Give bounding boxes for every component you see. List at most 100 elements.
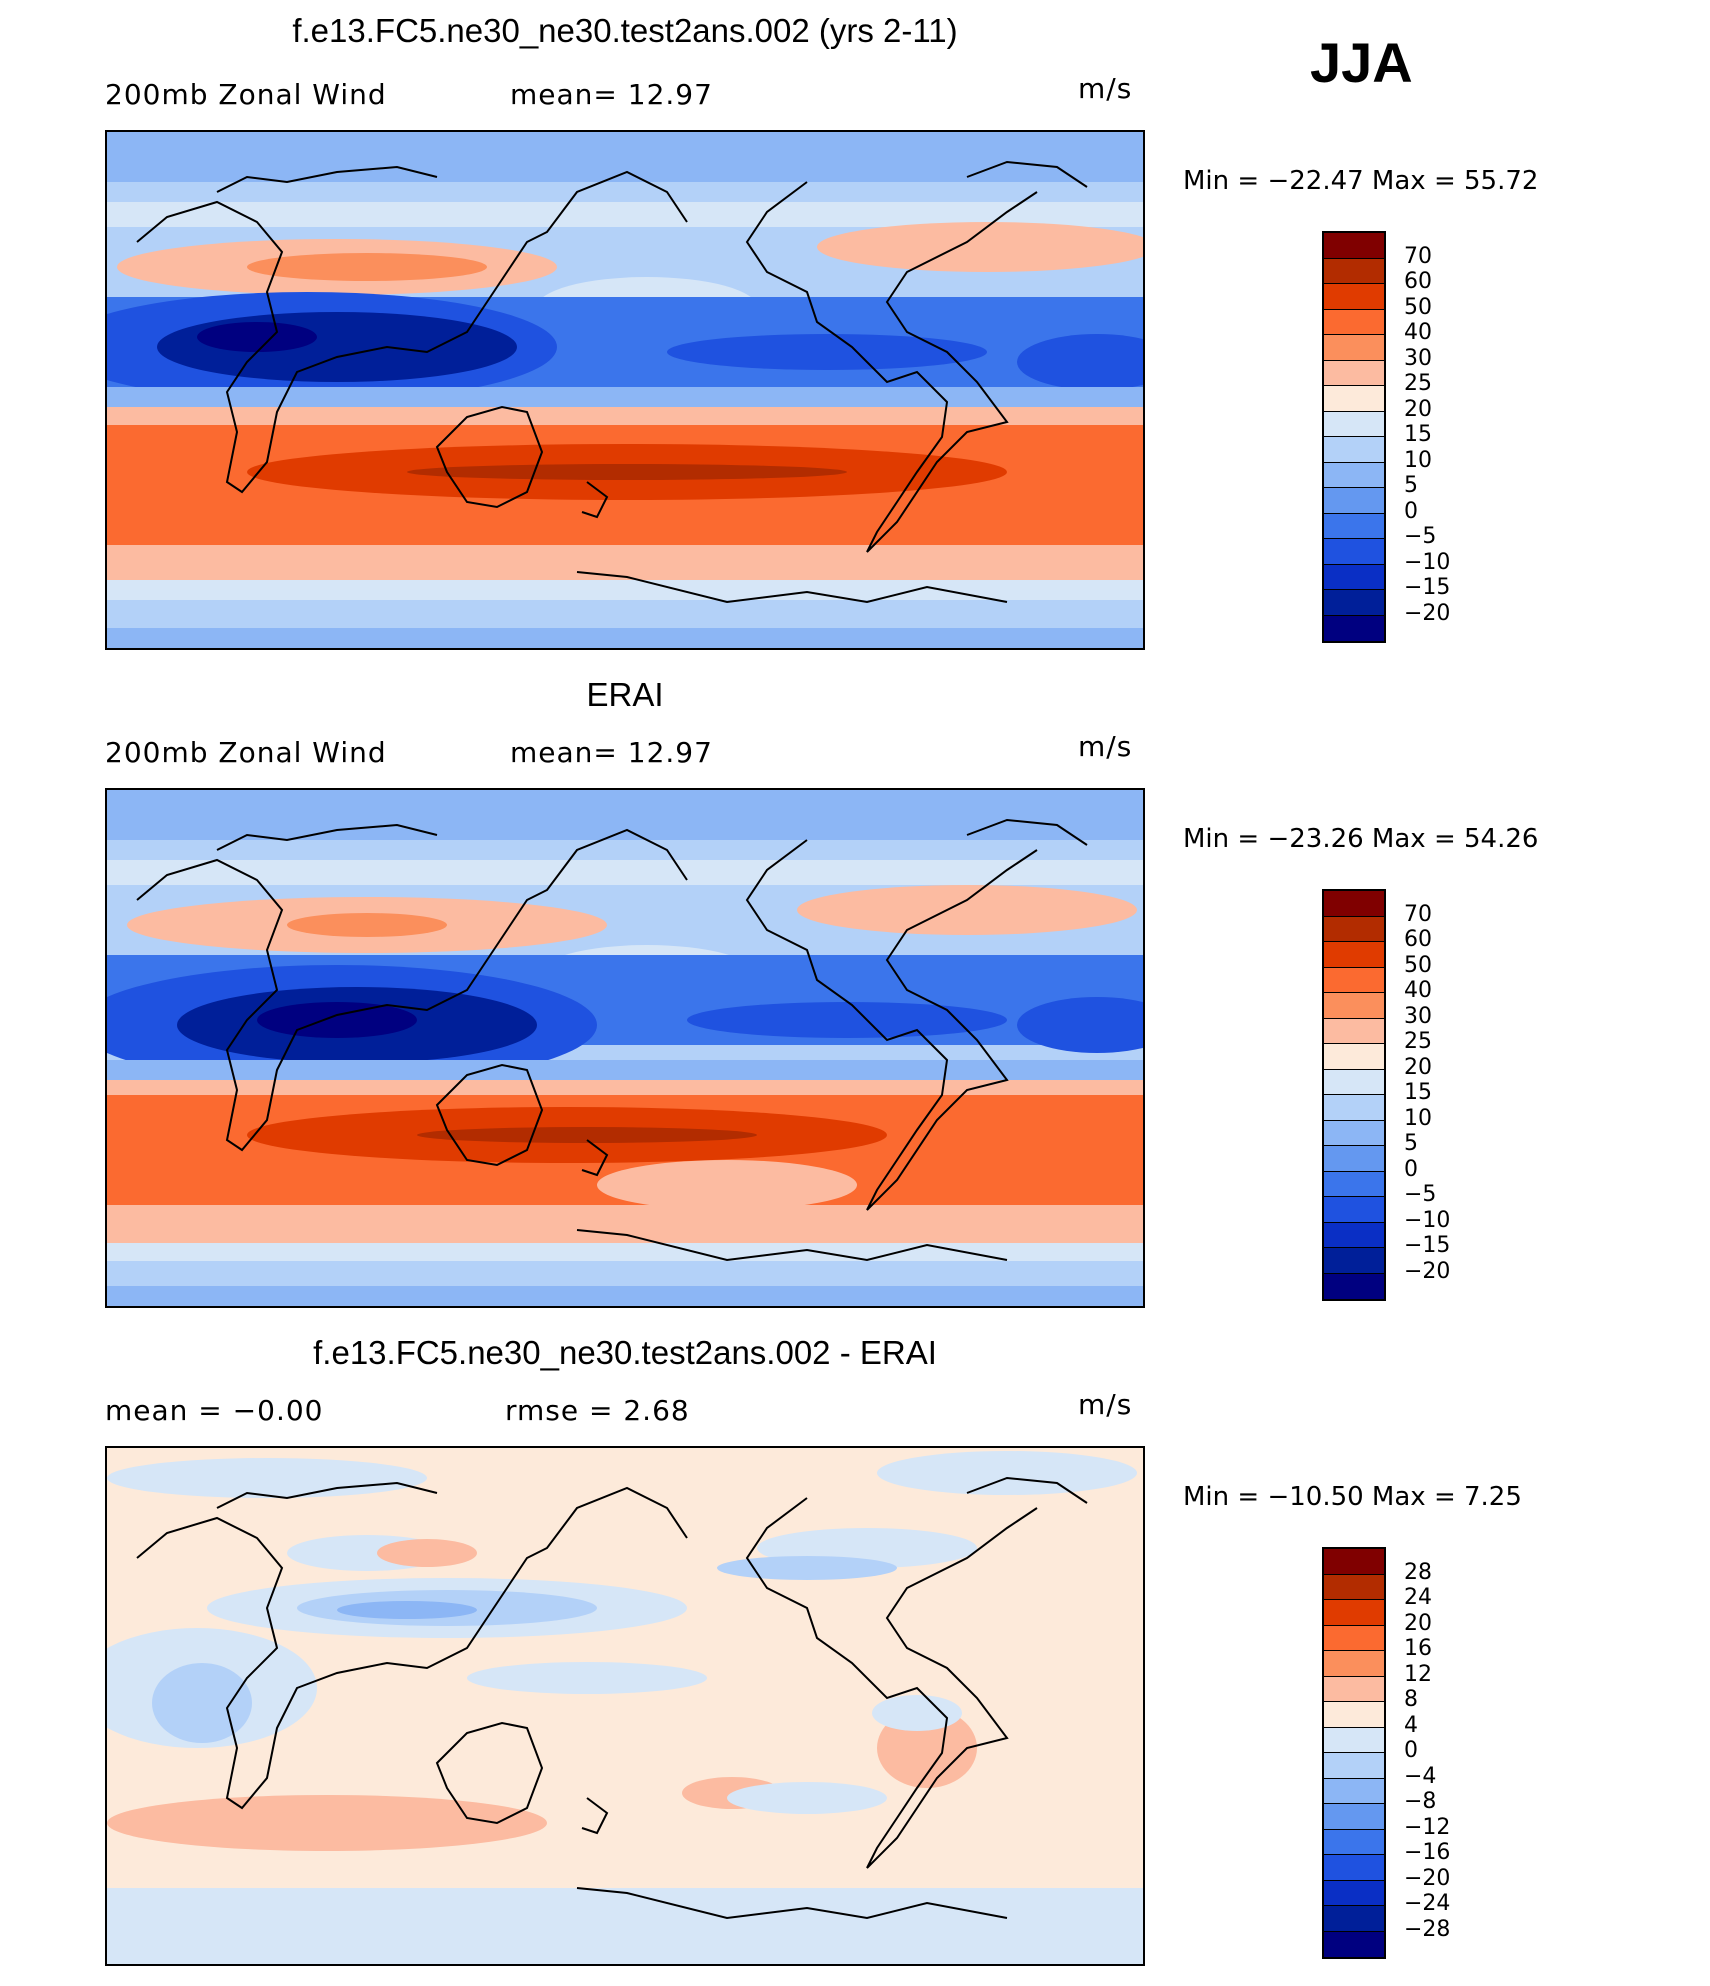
colorbar-swatch: [1324, 1044, 1384, 1070]
colorbar-tick-label: −5: [1404, 524, 1437, 549]
panel-2-colorbar: [1322, 889, 1386, 1301]
colorbar-swatch: [1324, 1146, 1384, 1172]
colorbar-swatch: [1324, 1855, 1384, 1881]
colorbar-tick-label: 70: [1404, 243, 1432, 269]
panel-3-map: [105, 1446, 1145, 1966]
colorbar-swatch: [1324, 488, 1384, 514]
colorbar-swatch: [1324, 1625, 1384, 1651]
colorbar-tick-label: 24: [1404, 1585, 1432, 1610]
season-label: JJA: [1310, 31, 1413, 94]
panel-2-minmax: Min = −23.26 Max = 54.26: [1183, 824, 1539, 854]
colorbar-tick-label: 50: [1404, 952, 1432, 978]
colorbar-swatch: [1324, 1931, 1384, 1957]
colorbar-swatch: [1324, 1600, 1384, 1626]
colorbar-swatch: [1324, 335, 1384, 361]
colorbar-tick-label: −20: [1404, 1258, 1451, 1284]
colorbar-swatch: [1324, 284, 1384, 310]
colorbar-tick-label: 20: [1404, 1054, 1432, 1080]
panel-1-units: m/s: [1078, 72, 1133, 105]
colorbar-tick-label: 50: [1404, 294, 1432, 320]
colorbar-tick-label: 70: [1404, 901, 1432, 927]
colorbar-swatch: [1324, 1778, 1384, 1804]
colorbar-tick-label: 40: [1404, 978, 1432, 1003]
colorbar-swatch: [1324, 1171, 1384, 1197]
colorbar-swatch: [1324, 437, 1384, 463]
colorbar-swatch: [1324, 386, 1384, 412]
colorbar-swatch: [1324, 1804, 1384, 1830]
colorbar-tick-label: 25: [1404, 371, 1432, 396]
colorbar-tick-label: −4: [1404, 1763, 1437, 1789]
panel-1-colorbar: [1322, 231, 1386, 643]
colorbar-swatch: [1324, 1549, 1384, 1575]
colorbar-tick-label: −8: [1404, 1789, 1437, 1814]
colorbar-swatch: [1324, 462, 1384, 488]
panel-3-left-label: mean = −0.00: [105, 1394, 324, 1427]
colorbar-tick-label: 30: [1404, 345, 1432, 371]
colorbar-swatch: [1324, 993, 1384, 1019]
colorbar-swatch: [1324, 942, 1384, 968]
colorbar-tick-label: 28: [1404, 1559, 1432, 1585]
colorbar-tick-label: −20: [1404, 1865, 1451, 1891]
colorbar-swatch: [1324, 891, 1384, 917]
colorbar-tick-label: 10: [1404, 447, 1432, 473]
colorbar-swatch: [1324, 1018, 1384, 1044]
colorbar-swatch: [1324, 1829, 1384, 1855]
colorbar-swatch: [1324, 233, 1384, 259]
panel-1-center-label: mean= 12.97: [510, 78, 713, 111]
colorbar-swatch: [1324, 1574, 1384, 1600]
panel-3-colorbar: [1322, 1547, 1386, 1959]
panel-2-units: m/s: [1078, 730, 1133, 763]
colorbar-tick-label: 25: [1404, 1029, 1432, 1054]
colorbar-tick-label: −10: [1404, 1207, 1451, 1233]
colorbar-swatch: [1324, 513, 1384, 539]
colorbar-swatch: [1324, 411, 1384, 437]
colorbar-swatch: [1324, 1753, 1384, 1779]
colorbar-tick-label: 4: [1404, 1712, 1418, 1738]
colorbar-tick-label: 0: [1404, 1738, 1418, 1763]
colorbar-tick-label: −12: [1404, 1814, 1451, 1840]
colorbar-tick-label: 12: [1404, 1661, 1432, 1687]
colorbar-tick-label: 10: [1404, 1105, 1432, 1131]
colorbar-tick-label: 20: [1404, 1610, 1432, 1636]
colorbar-tick-label: −28: [1404, 1916, 1451, 1942]
colorbar-swatch: [1324, 590, 1384, 616]
colorbar-swatch: [1324, 1120, 1384, 1146]
colorbar-tick-label: 15: [1404, 1080, 1432, 1105]
colorbar-tick-label: 60: [1404, 927, 1432, 952]
colorbar-swatch: [1324, 539, 1384, 565]
colorbar-tick-label: 0: [1404, 1156, 1418, 1182]
panel-3-center-label: rmse = 2.68: [505, 1394, 690, 1427]
colorbar-swatch: [1324, 967, 1384, 993]
panel-3-minmax: Min = −10.50 Max = 7.25: [1183, 1482, 1522, 1512]
panel-1-map: [105, 130, 1145, 650]
colorbar-tick-label: 15: [1404, 422, 1432, 447]
colorbar-tick-label: 5: [1404, 1131, 1418, 1156]
panel-3-units: m/s: [1078, 1388, 1133, 1421]
colorbar-tick-label: 5: [1404, 473, 1418, 498]
colorbar-swatch: [1324, 1676, 1384, 1702]
panel-2-center-label: mean= 12.97: [510, 736, 713, 769]
panel-2-title: ERAI: [586, 676, 664, 713]
colorbar-swatch: [1324, 564, 1384, 590]
colorbar-tick-label: 0: [1404, 498, 1418, 524]
colorbar-swatch: [1324, 1727, 1384, 1753]
colorbar-swatch: [1324, 1069, 1384, 1095]
panel-1-left-label: 200mb Zonal Wind: [105, 78, 387, 111]
colorbar-swatch: [1324, 1651, 1384, 1677]
panel-2-left-label: 200mb Zonal Wind: [105, 736, 387, 769]
colorbar-tick-label: 40: [1404, 320, 1432, 345]
colorbar-tick-label: 60: [1404, 269, 1432, 294]
colorbar-tick-label: 30: [1404, 1003, 1432, 1029]
colorbar-swatch: [1324, 1222, 1384, 1248]
colorbar-swatch: [1324, 360, 1384, 386]
colorbar-swatch: [1324, 615, 1384, 641]
colorbar-swatch: [1324, 916, 1384, 942]
colorbar-tick-label: −5: [1404, 1182, 1437, 1207]
panel-3-title: f.e13.FC5.ne30_ne30.test2ans.002 - ERAI: [313, 1334, 937, 1371]
colorbar-tick-label: −16: [1404, 1840, 1451, 1865]
colorbar-tick-label: 20: [1404, 396, 1432, 422]
colorbar-tick-label: 16: [1404, 1636, 1432, 1661]
colorbar-swatch: [1324, 1702, 1384, 1728]
colorbar-swatch: [1324, 1273, 1384, 1299]
colorbar-swatch: [1324, 1197, 1384, 1223]
